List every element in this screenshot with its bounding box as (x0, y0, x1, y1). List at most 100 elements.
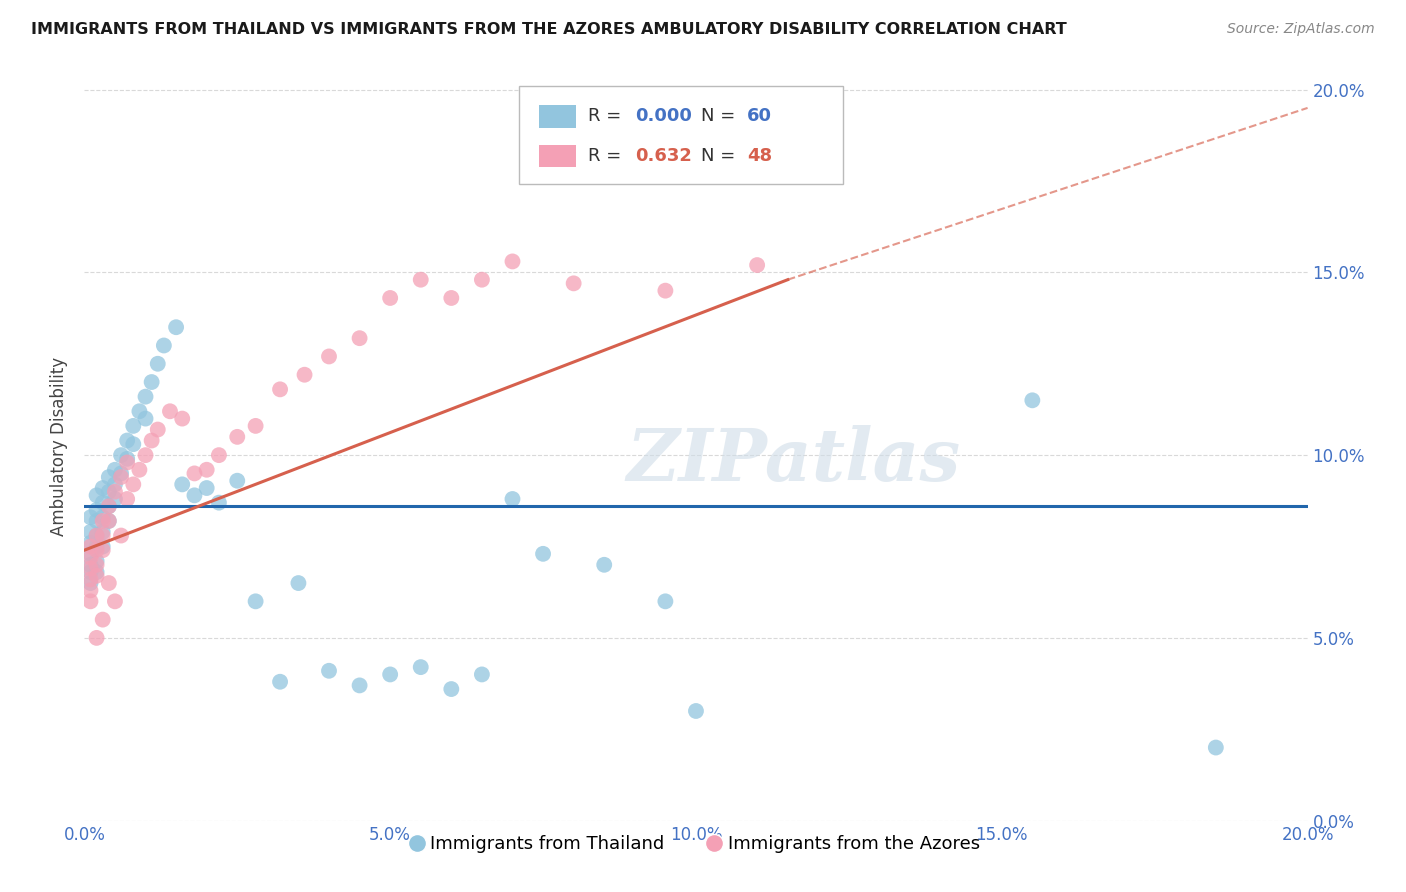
Point (115, 434, 138, 448)
Point (128, 404, 150, 418)
Point (269, 382, 291, 396)
Point (531, 547, 554, 561)
Text: IMMIGRANTS FROM THAILAND VS IMMIGRANTS FROM THE AZORES AMBULATORY DISABILITY COR: IMMIGRANTS FROM THAILAND VS IMMIGRANTS F… (31, 22, 1067, 37)
Point (79, 583, 101, 598)
Point (86, 528, 108, 542)
Point (195, 463, 218, 477)
Point (79, 565, 101, 579)
Point (79, 536, 101, 550)
Point (172, 411, 194, 425)
FancyBboxPatch shape (519, 87, 842, 184)
Point (79, 524, 101, 539)
Text: N =: N = (700, 107, 741, 125)
Point (91, 540, 114, 554)
Point (86, 528, 108, 542)
Point (183, 488, 205, 502)
Point (110, 467, 132, 481)
Point (1021, 393, 1043, 408)
Point (128, 463, 150, 477)
Point (380, 291, 402, 305)
Point (104, 477, 127, 491)
Point (562, 277, 585, 291)
Point (86, 568, 108, 582)
Point (97, 484, 120, 499)
Point (115, 451, 138, 466)
Point (409, 273, 432, 287)
Point (135, 448, 157, 462)
Point (349, 678, 371, 692)
Point (79, 594, 101, 608)
Point (146, 357, 169, 371)
Point (86, 554, 108, 568)
Point (115, 455, 138, 469)
Point (104, 484, 127, 499)
Point (409, 660, 432, 674)
Point (91, 528, 114, 542)
Point (91, 514, 114, 528)
Point (79, 510, 101, 524)
Legend: Immigrants from Thailand, Immigrants from the Azores: Immigrants from Thailand, Immigrants fro… (405, 828, 987, 860)
Text: ZIPatlas: ZIPatlas (627, 425, 960, 497)
Point (97, 500, 120, 514)
Point (141, 434, 163, 448)
Point (269, 674, 291, 689)
Point (110, 448, 132, 462)
Point (86, 543, 108, 558)
Point (183, 467, 205, 481)
Point (79, 558, 101, 572)
Point (97, 514, 120, 528)
Text: 48: 48 (748, 147, 772, 165)
Point (245, 418, 267, 433)
Point (471, 667, 494, 681)
Point (440, 681, 463, 696)
Point (172, 477, 194, 491)
Point (97, 514, 120, 528)
Point (208, 496, 231, 510)
Point (91, 613, 114, 627)
Point (79, 576, 101, 591)
Point (195, 481, 218, 495)
Point (86, 503, 108, 517)
Point (104, 594, 127, 608)
Point (79, 550, 101, 565)
Text: 60: 60 (748, 107, 772, 125)
Point (146, 423, 169, 437)
Point (86, 488, 108, 502)
Point (165, 320, 187, 334)
Point (91, 496, 114, 510)
Point (226, 474, 249, 488)
Text: Source: ZipAtlas.com: Source: ZipAtlas.com (1227, 22, 1375, 37)
Point (91, 510, 114, 524)
Point (91, 481, 114, 495)
Point (86, 540, 108, 554)
Text: 0.000: 0.000 (636, 107, 692, 125)
Point (502, 254, 524, 268)
Point (654, 594, 676, 608)
Point (440, 291, 463, 305)
Point (654, 284, 676, 298)
Text: N =: N = (700, 147, 741, 165)
Point (86, 514, 108, 528)
Point (380, 667, 402, 681)
Point (79, 540, 101, 554)
Point (226, 430, 249, 444)
Point (79, 547, 101, 561)
Point (104, 491, 127, 506)
Point (135, 411, 157, 425)
Point (104, 463, 127, 477)
Point (91, 543, 114, 558)
Point (294, 368, 316, 382)
Point (287, 576, 309, 591)
Text: R =: R = (588, 147, 633, 165)
Point (110, 470, 132, 484)
Y-axis label: Ambulatory Disability: Ambulatory Disability (51, 357, 69, 535)
Point (245, 594, 267, 608)
Text: R =: R = (588, 107, 627, 125)
Point (97, 470, 120, 484)
Point (79, 561, 101, 575)
Point (141, 375, 163, 389)
Point (159, 404, 181, 418)
Point (208, 448, 231, 462)
Point (685, 704, 707, 718)
Point (318, 664, 340, 678)
